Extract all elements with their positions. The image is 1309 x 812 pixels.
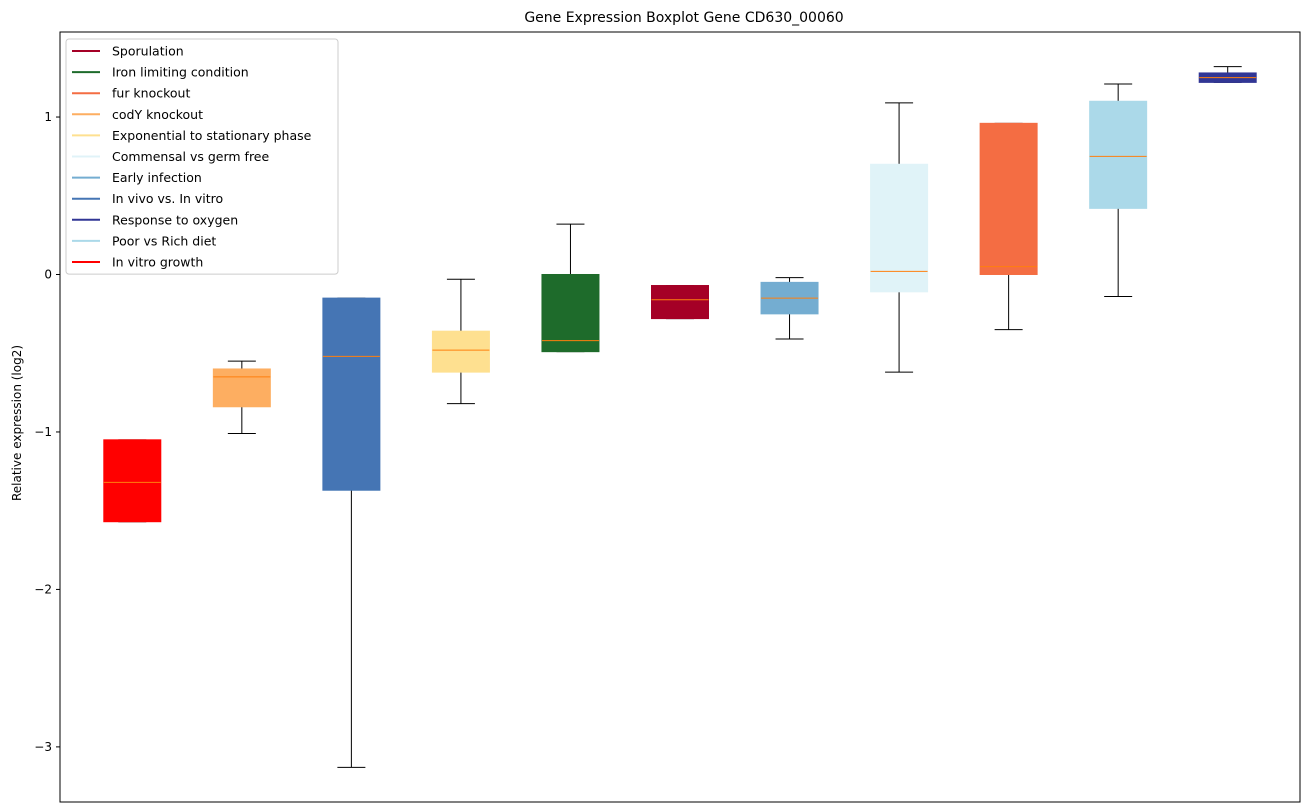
legend-entry: Response to oxygen [72, 212, 238, 227]
boxes-layer [103, 66, 1257, 768]
box-body [870, 163, 929, 293]
legend-entry: codY knockout [72, 107, 203, 122]
legend-label: Iron limiting condition [112, 65, 249, 80]
legend-label: fur knockout [112, 86, 190, 101]
legend-label: Poor vs Rich diet [112, 233, 216, 248]
legend-box [65, 38, 339, 275]
box-sporulation [651, 285, 709, 320]
y-tick-label: 1 [44, 110, 52, 124]
legend-label: Commensal vs germ free [112, 149, 269, 164]
legend-entry: Commensal vs germ free [72, 149, 269, 164]
y-axis-label: Relative expression (log2) [10, 345, 24, 501]
legend-label: In vitro growth [112, 255, 203, 270]
box-early-infection [760, 277, 819, 340]
legend-label: Exponential to stationary phase [112, 128, 312, 143]
box-body [322, 297, 381, 491]
legend-entry: fur knockout [72, 86, 190, 101]
legend-label: Sporulation [112, 44, 184, 59]
box-in-vitro-growth [103, 439, 162, 523]
legend-entry: Early infection [72, 170, 202, 185]
box-cody-knockout [212, 360, 271, 435]
box-body [103, 439, 162, 523]
box-body [979, 122, 1038, 275]
legend-entry: Poor vs Rich diet [72, 233, 216, 248]
legend-entry: Exponential to stationary phase [72, 128, 312, 143]
y-tick-label: −2 [34, 582, 52, 596]
legend-entry: Iron limiting condition [72, 65, 249, 80]
legend-entry: In vitro growth [72, 255, 203, 270]
legend-label: Response to oxygen [112, 212, 238, 227]
box-fur-knockout [979, 122, 1038, 331]
box-in-vivo-vs-in-vitro [322, 297, 381, 768]
box-body [541, 273, 600, 353]
plot-frame [59, 31, 1301, 803]
box-iron-limiting-condition [541, 223, 600, 353]
box-response-to-oxygen [1198, 66, 1257, 83]
legend-label: codY knockout [112, 107, 203, 122]
legend-label: In vivo vs. In vitro [112, 191, 223, 206]
legend: Sporulation Iron limiting condition fur kn… [65, 38, 339, 275]
box-commensal-vs-germ-free [870, 102, 929, 373]
box-body [1089, 100, 1148, 209]
box-poor-vs-rich-diet [1089, 83, 1148, 298]
box-body [212, 368, 271, 408]
y-tick-label: −3 [34, 740, 52, 754]
chart-title: Gene Expression Boxplot Gene CD630_00060 [524, 10, 843, 26]
legend-label: Early infection [112, 170, 202, 185]
y-tick-label: 0 [44, 267, 52, 281]
box-exponential-to-stationary-phase [431, 278, 490, 405]
y-tick-label: −1 [34, 425, 52, 439]
y-ticks: 1 0 −1 −2 −3 [34, 110, 60, 754]
box-body [431, 330, 490, 373]
box-body [651, 285, 709, 320]
legend-entry: Sporulation [72, 44, 184, 59]
legend-entry: In vivo vs. In vitro [72, 191, 223, 206]
